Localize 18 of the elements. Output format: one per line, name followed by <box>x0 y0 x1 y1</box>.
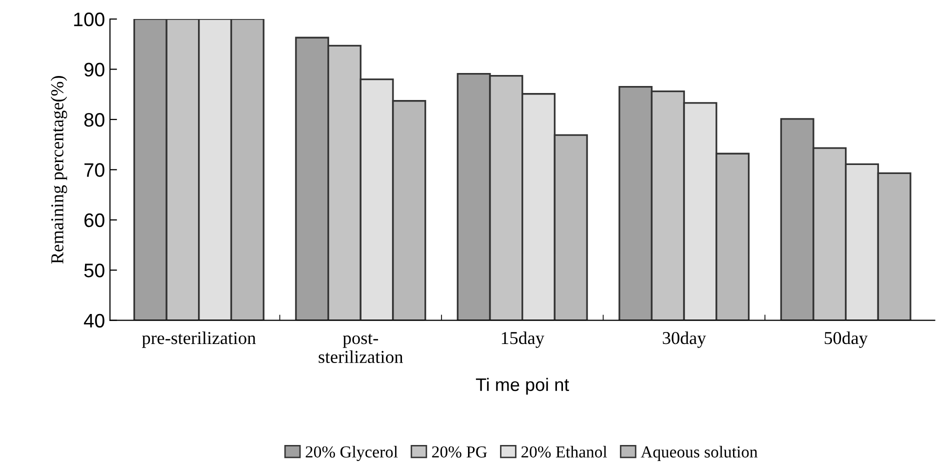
legend-label: 20% Ethanol <box>521 446 607 458</box>
x-axis-title: Ti me poi nt <box>476 378 570 395</box>
y-tick-label: 60 <box>84 213 104 228</box>
y-tick-label: 80 <box>84 112 104 127</box>
y-tick-label: 50 <box>84 264 104 278</box>
x-tick-label: 15day <box>502 331 544 348</box>
legend-label: Aqueous solution <box>640 446 758 461</box>
y-tick-label: 40 <box>84 314 104 328</box>
legend-label: 20% PG <box>432 446 487 458</box>
y-tick-label: 100 <box>74 12 104 26</box>
y-tick-label: 70 <box>84 163 104 177</box>
x-tick-label: pre-sterilization <box>142 331 256 348</box>
x-tick-label: post- sterilization <box>318 334 403 364</box>
y-axis-title: Remaining percentage(%) <box>50 76 68 264</box>
y-tick-label: 90 <box>84 62 104 76</box>
legend-label: 20% Glycerol <box>306 446 398 461</box>
x-tick-label: 50day <box>824 331 868 348</box>
x-tick-label: 30day <box>662 331 706 348</box>
